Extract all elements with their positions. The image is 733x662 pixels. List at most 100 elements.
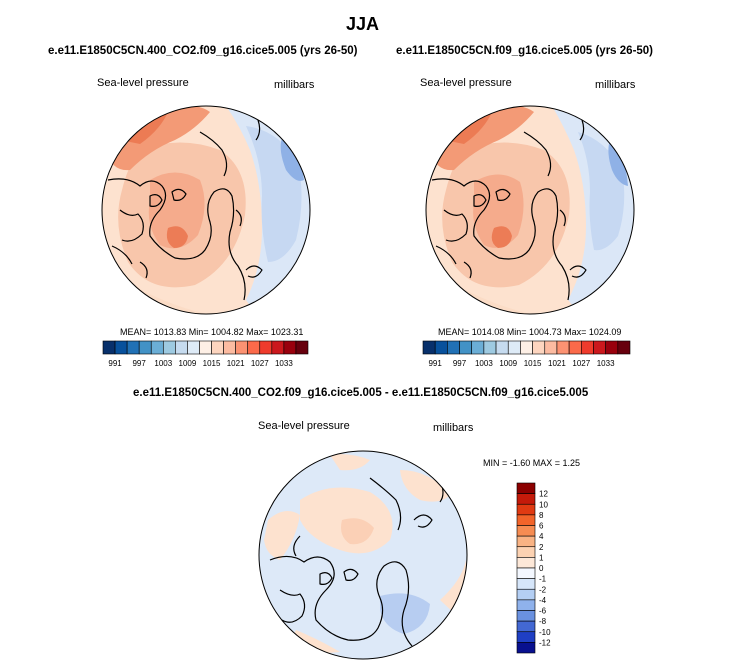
panel-1-colorbar-box	[295, 340, 309, 355]
panel-1-colorbar-tick-label: 991	[108, 359, 122, 368]
panel-1-colorbar-tick-label: 1027	[251, 359, 269, 368]
panel-1-units-label: millibars	[274, 79, 315, 91]
panel-2-colorbar-box	[495, 340, 509, 355]
panel-3-colorbar-box	[516, 514, 536, 526]
panel-2-subtitle: e.e11.E1850C5CN.f09_g16.cice5.005 (yrs 2…	[396, 45, 654, 57]
panel-1-colorbar-box	[175, 340, 188, 355]
panel-3-colorbar-tick-label: -8	[539, 617, 547, 626]
panel-2-colorbar-box	[556, 340, 570, 355]
panel-2-colorbar-tick-label: 1003	[475, 359, 493, 368]
panel-1-colorbar-box	[114, 340, 128, 355]
panel-3-colorbar-box	[516, 557, 536, 569]
panel-2-colorbar-box	[459, 340, 473, 355]
panel-3-colorbar-tick-label: -10	[539, 628, 551, 637]
panel-2-colorbar-box	[568, 340, 582, 355]
panel-2-colorbar-tick-label: 1021	[548, 359, 566, 368]
panel-3-colorbar-tick-label: 12	[539, 490, 548, 499]
panel-1-colorbar-box	[162, 340, 176, 355]
panel-3-colorbar-box	[516, 610, 536, 622]
panel-3-stats: MIN = -1.60 MAX = 1.25	[483, 458, 581, 468]
panel-1-colorbar: 991 997 1003 1009 1015 1021 1027 1033	[102, 340, 309, 368]
panel-3-colorbar-box	[516, 578, 536, 590]
panel-3-colorbar-tick-label: 0	[539, 564, 544, 573]
panel-3-colorbar-tick-label: 1	[539, 553, 544, 562]
panel-2-colorbar-box	[507, 340, 521, 355]
panel-1-colorbar-box	[211, 340, 224, 355]
panel-1-colorbar-box	[283, 340, 297, 355]
panel-1-colorbar-box	[187, 340, 200, 355]
panel-1-colorbar-box	[199, 340, 212, 355]
panel-3-colorbar-tick-label: 8	[539, 511, 544, 520]
panel-3-colorbar-box	[516, 567, 536, 579]
panel-1-colorbar-box	[235, 340, 249, 355]
panel-2-colorbar-tick-label: 1033	[597, 359, 615, 368]
panel-1-colorbar-tick-label: 1021	[227, 359, 245, 368]
panel-2-colorbar-box	[471, 340, 485, 355]
panel-2-colorbar-box	[580, 340, 594, 355]
panel-1-map	[101, 105, 311, 315]
panel-3-colorbar-tick-label: 6	[539, 522, 544, 531]
panel-2-colorbar-box	[617, 340, 631, 355]
figure-title: JJA	[346, 14, 380, 34]
panel-3-map	[258, 450, 468, 660]
panel-2-stats: MEAN= 1014.08 Min= 1004.73 Max= 1024.09	[438, 327, 622, 337]
panel-1-colorbar-tick-label: 1003	[154, 359, 172, 368]
panel-2-colorbar-tick-label: 991	[428, 359, 442, 368]
panel-3-colorbar-box	[516, 525, 536, 537]
panel-3-colorbar-tick-label: -4	[539, 596, 547, 605]
panel-3-colorbar-box	[516, 599, 536, 611]
panel-2-map	[425, 105, 635, 315]
panel-3-colorbar-box	[516, 642, 536, 654]
panel-3-colorbar-tick-label: -2	[539, 585, 547, 594]
panel-3-units-label: millibars	[433, 422, 474, 434]
panel-2-colorbar-tick-label: 1009	[499, 359, 517, 368]
panel-2-colorbar-tick-label: 1015	[524, 359, 542, 368]
panel-1-colorbar-tick-label: 997	[132, 359, 146, 368]
panel-1-colorbar-tick-label: 1033	[275, 359, 293, 368]
panel-3-colorbar-box	[516, 546, 536, 558]
panel-3-colorbar-box	[516, 631, 536, 643]
panel-3-colorbar-tick-label: 10	[539, 500, 548, 509]
panel-1-colorbar-box	[259, 340, 273, 355]
panel-2-colorbar-box	[593, 340, 606, 355]
panel-1-colorbar-box	[271, 340, 285, 355]
panel-3-colorbar-tick-label: 2	[539, 543, 544, 552]
panel-3-colorbar-box	[516, 588, 536, 601]
panel-2-colorbar-box	[447, 340, 460, 355]
panel-3-colorbar-box	[516, 620, 536, 633]
panel-2-colorbar-box	[520, 340, 533, 355]
panel-2-colorbar-box	[544, 340, 558, 355]
panel-3-colorbar-box	[516, 535, 536, 548]
panel-1-colorbar-tick-label: 1009	[179, 359, 197, 368]
panel-1-colorbar-tick-label: 1015	[203, 359, 221, 368]
panel-3-colorbar-tick-label: 4	[539, 532, 544, 541]
panel-1-stats: MEAN= 1013.83 Min= 1004.82 Max= 1023.31	[120, 327, 304, 337]
panel-1-field-label: Sea-level pressure	[97, 77, 189, 89]
panel-3-colorbar-tick-label: -1	[539, 575, 547, 584]
panel-1-colorbar-box	[150, 340, 164, 355]
panel-2-colorbar-box	[532, 340, 546, 355]
panel-1-colorbar-box	[223, 340, 236, 355]
panel-3-colorbar-box	[516, 493, 536, 505]
panel-3-colorbar-box	[516, 503, 536, 516]
panel-2-colorbar: 991 997 1003 1009 1015 1021 1027 1033	[422, 340, 631, 368]
panel-1-subtitle: e.e11.E1850C5CN.400_CO2.f09_g16.cice5.00…	[48, 45, 358, 57]
panel-3-subtitle: e.e11.E1850C5CN.400_CO2.f09_g16.cice5.00…	[133, 387, 589, 399]
panel-2-colorbar-tick-label: 1027	[572, 359, 590, 368]
panel-3-colorbar-tick-label: -12	[539, 638, 551, 647]
panel-2-colorbar-tick-label: 997	[453, 359, 467, 368]
panel-2-colorbar-box	[605, 340, 619, 355]
panel-1-colorbar-box	[102, 340, 116, 355]
panel-3-colorbar-tick-label: -6	[539, 607, 547, 616]
panel-2-field-label: Sea-level pressure	[420, 77, 512, 89]
panel-1-colorbar-box	[138, 340, 152, 355]
panel-2-colorbar-box	[434, 340, 448, 355]
panel-1-colorbar-box	[126, 340, 140, 355]
panel-1-colorbar-box	[247, 340, 261, 355]
panel-2-colorbar-box	[422, 340, 436, 355]
panel-2-colorbar-box	[483, 340, 497, 355]
panel-3-field-label: Sea-level pressure	[258, 420, 350, 432]
panel-2-units-label: millibars	[595, 79, 636, 91]
